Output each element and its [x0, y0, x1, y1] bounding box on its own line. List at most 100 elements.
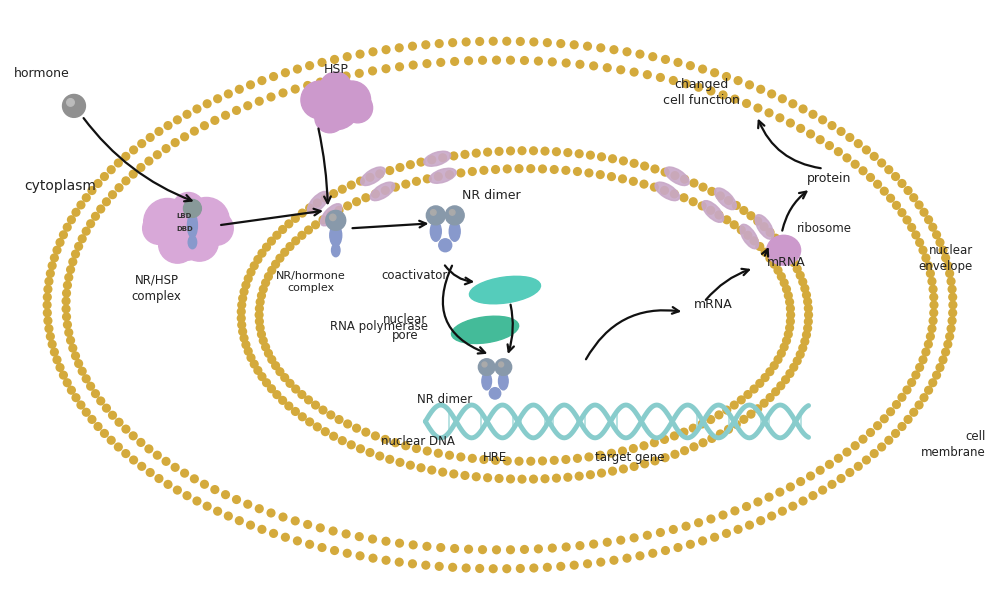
Circle shape	[129, 170, 138, 179]
Circle shape	[259, 336, 268, 345]
Circle shape	[755, 242, 764, 251]
Circle shape	[153, 150, 162, 160]
Circle shape	[281, 68, 290, 77]
Circle shape	[183, 199, 201, 217]
Circle shape	[746, 211, 756, 220]
Circle shape	[755, 379, 764, 388]
Circle shape	[502, 37, 511, 46]
Circle shape	[259, 284, 268, 294]
Circle shape	[381, 536, 391, 546]
Circle shape	[575, 472, 584, 481]
Circle shape	[803, 297, 812, 306]
Circle shape	[935, 363, 945, 372]
Circle shape	[770, 260, 779, 269]
Circle shape	[583, 41, 592, 51]
Circle shape	[237, 301, 246, 310]
Circle shape	[583, 559, 592, 568]
Circle shape	[246, 353, 256, 362]
Circle shape	[851, 160, 860, 169]
Circle shape	[264, 272, 273, 281]
Circle shape	[121, 425, 130, 434]
Circle shape	[880, 414, 889, 424]
Circle shape	[506, 545, 515, 554]
Circle shape	[71, 208, 81, 217]
Circle shape	[93, 179, 103, 188]
Ellipse shape	[715, 188, 736, 209]
Circle shape	[192, 496, 202, 506]
Text: nuclear
pore: nuclear pore	[383, 313, 428, 343]
Circle shape	[321, 427, 330, 436]
Circle shape	[114, 442, 123, 452]
Circle shape	[584, 169, 594, 178]
Circle shape	[255, 504, 264, 513]
Circle shape	[732, 201, 741, 210]
Circle shape	[246, 521, 255, 530]
Circle shape	[629, 177, 638, 186]
Circle shape	[395, 62, 404, 71]
Circle shape	[862, 455, 871, 464]
Circle shape	[946, 324, 956, 333]
Circle shape	[767, 89, 776, 98]
Circle shape	[262, 242, 271, 251]
Circle shape	[780, 343, 789, 352]
Circle shape	[329, 74, 338, 83]
Circle shape	[243, 500, 252, 509]
Circle shape	[381, 435, 390, 444]
Circle shape	[734, 76, 743, 85]
Circle shape	[445, 206, 464, 225]
Circle shape	[416, 158, 426, 167]
Circle shape	[802, 330, 811, 340]
Circle shape	[680, 446, 689, 455]
Circle shape	[635, 50, 645, 59]
Circle shape	[616, 65, 625, 74]
Circle shape	[765, 254, 774, 263]
Circle shape	[877, 158, 886, 167]
Circle shape	[232, 495, 241, 504]
Circle shape	[686, 540, 695, 549]
Circle shape	[210, 485, 219, 494]
Circle shape	[301, 81, 339, 119]
Circle shape	[62, 312, 71, 322]
Circle shape	[520, 56, 529, 65]
Circle shape	[784, 330, 793, 339]
Circle shape	[321, 194, 330, 203]
Circle shape	[870, 449, 879, 458]
Circle shape	[656, 528, 665, 537]
Circle shape	[159, 226, 196, 263]
Circle shape	[845, 133, 854, 142]
Circle shape	[333, 81, 371, 119]
Circle shape	[760, 398, 769, 408]
Ellipse shape	[489, 388, 501, 399]
Circle shape	[44, 277, 54, 286]
Circle shape	[316, 523, 325, 532]
Circle shape	[938, 355, 948, 364]
Circle shape	[87, 186, 97, 195]
Circle shape	[926, 269, 935, 278]
Circle shape	[929, 316, 938, 325]
Circle shape	[180, 223, 218, 261]
Circle shape	[64, 328, 73, 337]
Circle shape	[929, 301, 939, 310]
Circle shape	[596, 170, 605, 179]
Circle shape	[63, 281, 72, 290]
Circle shape	[478, 56, 487, 65]
Circle shape	[730, 400, 739, 410]
Ellipse shape	[187, 213, 197, 238]
Circle shape	[154, 474, 164, 483]
Circle shape	[449, 469, 458, 479]
Circle shape	[730, 95, 739, 104]
Circle shape	[622, 554, 632, 563]
Circle shape	[246, 80, 255, 89]
Circle shape	[91, 389, 100, 398]
Circle shape	[114, 418, 124, 427]
Circle shape	[891, 172, 900, 181]
Circle shape	[707, 434, 716, 443]
Circle shape	[732, 420, 741, 429]
Circle shape	[468, 454, 477, 463]
Circle shape	[479, 166, 488, 175]
Circle shape	[845, 468, 854, 477]
Circle shape	[737, 226, 746, 235]
Circle shape	[243, 101, 252, 110]
Circle shape	[756, 516, 765, 525]
Circle shape	[781, 375, 790, 384]
